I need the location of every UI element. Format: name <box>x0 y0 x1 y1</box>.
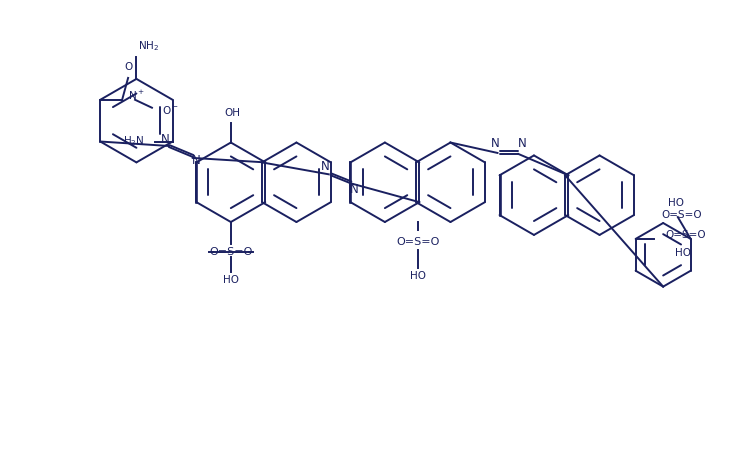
Text: HO: HO <box>223 274 239 285</box>
Text: N: N <box>321 160 329 173</box>
Text: N: N <box>160 133 169 145</box>
Text: HO: HO <box>676 248 691 258</box>
Text: N: N <box>518 136 527 149</box>
Text: N$^+$: N$^+$ <box>128 89 145 102</box>
Text: H$_2$N: H$_2$N <box>123 135 145 148</box>
Text: OH: OH <box>225 108 241 118</box>
Text: NH$_2$: NH$_2$ <box>138 39 160 53</box>
Text: HO: HO <box>410 271 426 281</box>
Text: O: O <box>124 62 132 72</box>
Text: N: N <box>350 183 359 196</box>
Text: O=S=O: O=S=O <box>662 210 702 220</box>
Text: N: N <box>193 154 201 167</box>
Text: O=S=O: O=S=O <box>665 230 706 240</box>
Text: O=S=O: O=S=O <box>209 247 253 257</box>
Text: O$^-$: O$^-$ <box>162 104 179 116</box>
Text: HO: HO <box>668 198 684 208</box>
Text: O=S=O: O=S=O <box>396 237 439 247</box>
Text: N: N <box>491 136 500 149</box>
